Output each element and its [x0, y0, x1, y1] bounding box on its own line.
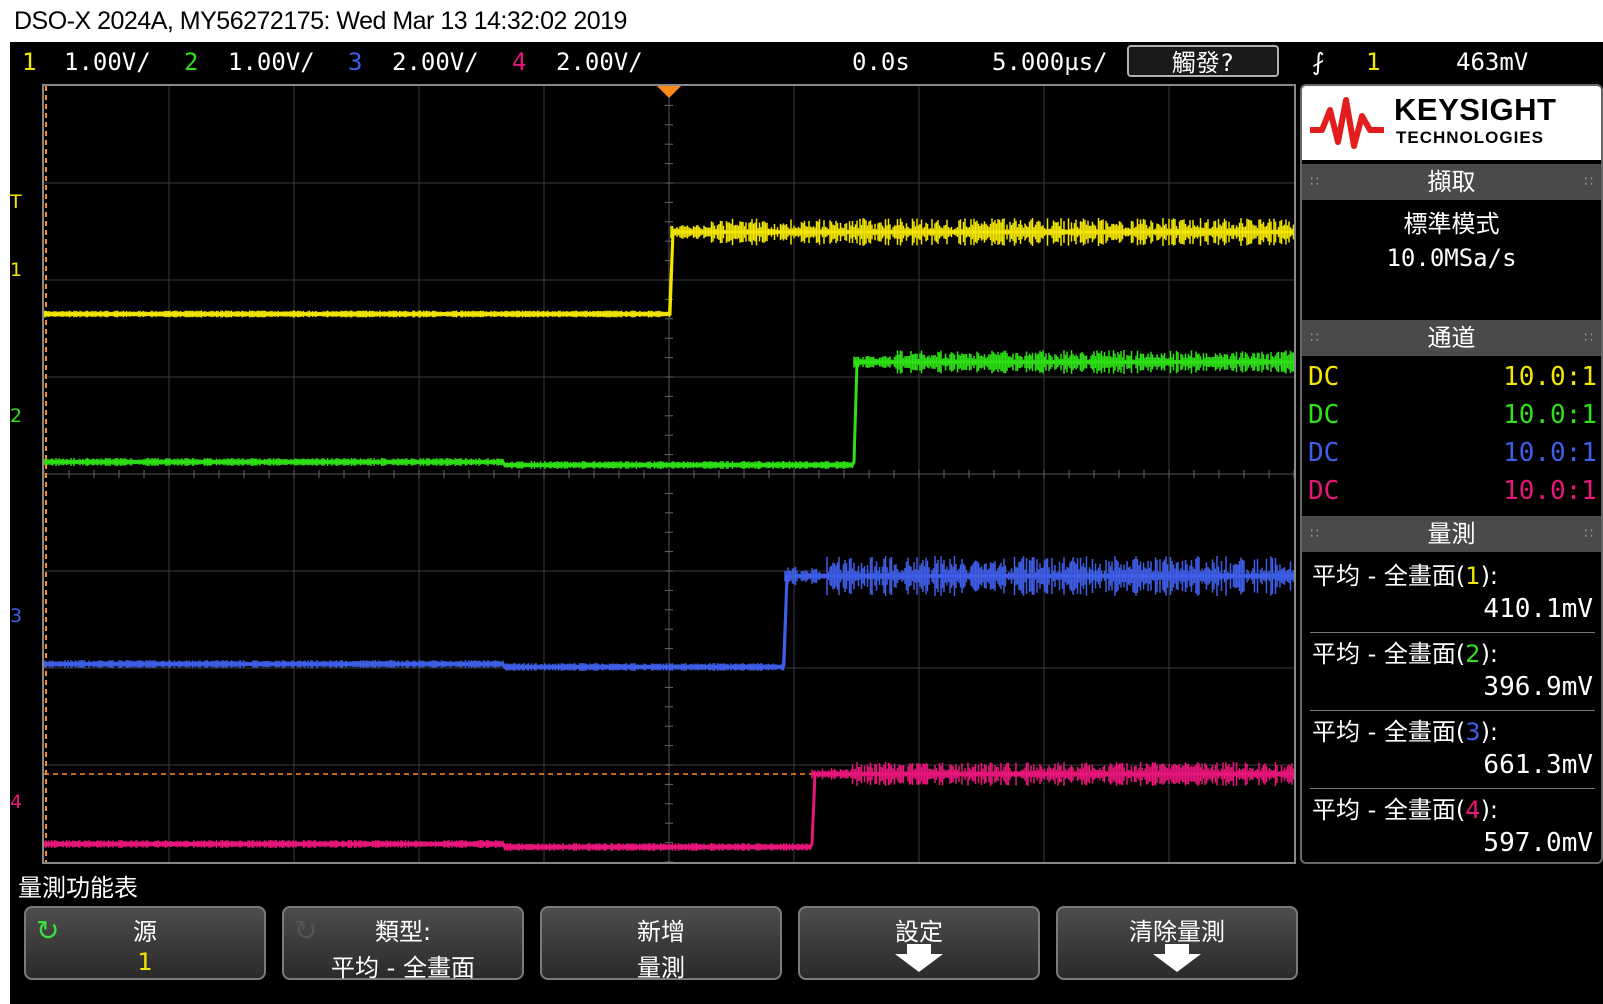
measurement-value: 661.3mV: [1483, 750, 1593, 780]
rising-edge-icon: ⨏: [1312, 42, 1325, 82]
measurement-3[interactable]: 平均 - 全畫面(3): 661.3mV: [1302, 712, 1601, 790]
grip-icon: ∷: [1310, 516, 1319, 552]
keysight-logo: KEYSIGHT TECHNOLOGIES: [1302, 86, 1601, 160]
ch1-number[interactable]: 1: [22, 42, 36, 82]
ch4-number[interactable]: 4: [512, 42, 526, 82]
acquire-header[interactable]: ∷ 擷取 ∷: [1302, 164, 1601, 200]
ch1-coupling-row: DC 10.0:1: [1308, 358, 1597, 396]
sample-rate: 10.0MSa/s: [1302, 244, 1601, 272]
trigger-position-marker: [657, 86, 681, 98]
channels-header[interactable]: ∷ 通道 ∷: [1302, 320, 1601, 356]
measurements-header[interactable]: ∷ 量測 ∷: [1302, 516, 1601, 552]
acquire-header-label: 擷取: [1428, 168, 1476, 196]
trigger-status-button[interactable]: 觸發?: [1127, 45, 1279, 77]
divider: [1310, 788, 1595, 789]
measurement-4[interactable]: 平均 - 全畫面(4): 597.0mV: [1302, 790, 1601, 864]
timebase-scale[interactable]: 5.000µs/: [992, 42, 1108, 82]
divider: [1310, 632, 1595, 633]
ch4-scale[interactable]: 2.00V/: [556, 42, 643, 82]
grip-icon: ∷: [1584, 320, 1593, 356]
ch1-scale[interactable]: 1.00V/: [64, 42, 151, 82]
ch4-coupling-row: DC 10.0:1: [1308, 472, 1597, 510]
brand-name: KEYSIGHT: [1394, 92, 1556, 128]
measurement-2[interactable]: 平均 - 全畫面(2): 396.9mV: [1302, 634, 1601, 712]
measurement-value: 410.1mV: [1483, 594, 1593, 624]
ch4-ground-marker[interactable]: 4: [10, 792, 40, 812]
ch2-ground-marker[interactable]: 2: [10, 406, 40, 426]
trigger-level[interactable]: 463mV: [1456, 42, 1528, 82]
ch1-ground-marker[interactable]: 1: [10, 260, 40, 280]
keysight-wave-icon: [1302, 86, 1392, 160]
down-arrow-icon: [895, 954, 943, 972]
brand-subtitle: TECHNOLOGIES: [1396, 128, 1544, 148]
side-panel: KEYSIGHT TECHNOLOGIES ∷ 擷取 ∷ 標準模式 10.0MS…: [1300, 84, 1603, 864]
ch2-number[interactable]: 2: [184, 42, 198, 82]
ch3-ground-marker[interactable]: 3: [10, 606, 40, 626]
ch2-coupling-row: DC 10.0:1: [1308, 396, 1597, 434]
horizontal-delay[interactable]: 0.0s: [852, 42, 910, 82]
acquire-mode: 標準模式: [1302, 204, 1601, 239]
trigger-source[interactable]: 1: [1366, 42, 1380, 82]
measurement-1[interactable]: 平均 - 全畫面(1): 410.1mV: [1302, 556, 1601, 634]
measurements-header-label: 量測: [1428, 520, 1476, 548]
softkey-add-measurement[interactable]: 新增 量測: [540, 906, 782, 980]
ch3-number[interactable]: 3: [348, 42, 362, 82]
waveform-canvas: [44, 86, 1294, 862]
ch3-scale[interactable]: 2.00V/: [392, 42, 479, 82]
down-arrow-icon: [1153, 954, 1201, 972]
ch3-coupling-row: DC 10.0:1: [1308, 434, 1597, 472]
scope-display: 1 1.00V/ 2 1.00V/ 3 2.00V/ 4 2.00V/ 0.0s…: [10, 42, 1603, 1004]
softkey-type[interactable]: ↻ 類型: 平均 - 全畫面: [282, 906, 524, 980]
trigger-level-marker[interactable]: T: [10, 192, 40, 212]
ch2-scale[interactable]: 1.00V/: [228, 42, 315, 82]
channels-header-label: 通道: [1428, 324, 1476, 352]
softkey-source[interactable]: ↻ 源 1: [24, 906, 266, 980]
softkey-settings[interactable]: 設定: [798, 906, 1040, 980]
window-title: DSO-X 2024A, MY56272175: Wed Mar 13 14:3…: [0, 0, 1603, 42]
waveform-grid[interactable]: [42, 84, 1296, 864]
measurement-value: 597.0mV: [1483, 828, 1593, 858]
measurement-value: 396.9mV: [1483, 672, 1593, 702]
softkey-clear-measurements[interactable]: 清除量測: [1056, 906, 1298, 980]
grip-icon: ∷: [1310, 164, 1319, 200]
divider: [1310, 710, 1595, 711]
grip-icon: ∷: [1584, 164, 1593, 200]
status-bar: 1 1.00V/ 2 1.00V/ 3 2.00V/ 4 2.00V/ 0.0s…: [10, 42, 1603, 82]
grip-icon: ∷: [1584, 516, 1593, 552]
menu-title: 量測功能表: [18, 868, 138, 903]
grip-icon: ∷: [1310, 320, 1319, 356]
